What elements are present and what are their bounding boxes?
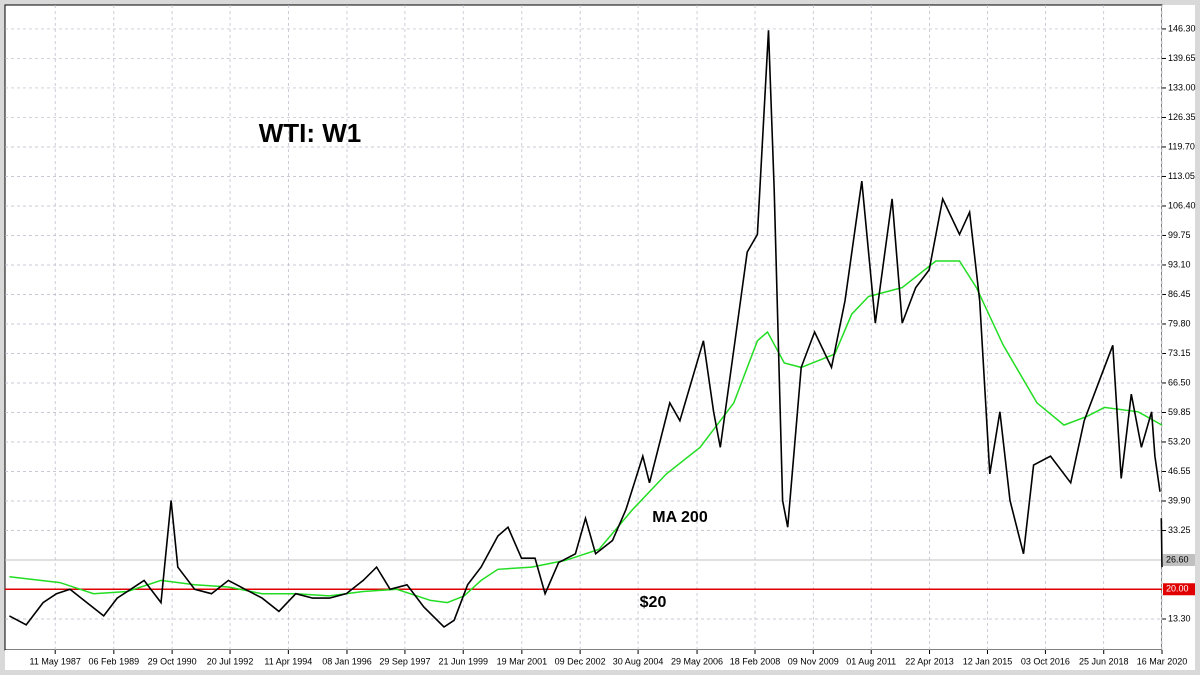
y-tick-label: 46.55 bbox=[1168, 466, 1191, 476]
series-line bbox=[9, 30, 1163, 629]
y-tick-label: 79.80 bbox=[1168, 318, 1191, 328]
x-tick-label: 29 May 2006 bbox=[671, 656, 723, 666]
y-tick-label: 39.90 bbox=[1168, 495, 1191, 505]
last-price-box bbox=[1163, 553, 1195, 566]
x-tick-label: 06 Feb 1989 bbox=[89, 656, 140, 666]
y-tick-label: 66.50 bbox=[1168, 377, 1191, 387]
y-tick-label: 139.65 bbox=[1168, 53, 1196, 63]
time-axis bbox=[5, 650, 1195, 670]
y-tick-label: 99.75 bbox=[1168, 230, 1191, 240]
x-tick-label: 25 Jun 2018 bbox=[1079, 656, 1129, 666]
price-axis bbox=[1162, 5, 1195, 650]
y-tick-label: 86.45 bbox=[1168, 289, 1191, 299]
y-tick-label: 133.00 bbox=[1168, 82, 1196, 92]
x-tick-label: 11 Apr 1994 bbox=[264, 656, 312, 666]
last-price-label: 26.60 bbox=[1166, 554, 1189, 564]
chart-title: WTI: W1 bbox=[259, 118, 362, 148]
y-tick-label: 93.10 bbox=[1168, 259, 1191, 269]
y-tick-label: 146.30 bbox=[1168, 23, 1196, 33]
x-tick-label: 29 Oct 1990 bbox=[148, 656, 197, 666]
x-tick-label: 12 Jan 2015 bbox=[963, 656, 1013, 666]
y-tick-label: 59.85 bbox=[1168, 407, 1191, 417]
x-tick-label: 09 Nov 2009 bbox=[788, 656, 839, 666]
x-tick-label: 01 Aug 2011 bbox=[846, 656, 896, 666]
annotation: $20 bbox=[640, 594, 667, 611]
x-tick-label: 18 Feb 2008 bbox=[730, 656, 781, 666]
annotation: MA 200 bbox=[652, 509, 708, 526]
y-tick-label: 119.70 bbox=[1168, 141, 1195, 151]
level-label: 20.00 bbox=[1166, 584, 1189, 594]
x-tick-label: 03 Oct 2016 bbox=[1021, 656, 1070, 666]
x-tick-label: 19 Mar 2001 bbox=[497, 656, 548, 666]
x-tick-label: 29 Sep 1997 bbox=[379, 656, 430, 666]
x-tick-label: 30 Aug 2004 bbox=[613, 656, 664, 666]
y-tick-label: 73.15 bbox=[1168, 348, 1191, 358]
y-tick-label: 113.05 bbox=[1168, 171, 1195, 181]
y-tick-label: 33.25 bbox=[1168, 525, 1191, 535]
y-tick-label: 13.30 bbox=[1168, 613, 1191, 623]
x-tick-label: 11 May 1987 bbox=[30, 656, 81, 666]
x-tick-label: 21 Jun 1999 bbox=[438, 656, 488, 666]
x-tick-label: 20 Jul 1992 bbox=[207, 656, 254, 666]
level-label-box bbox=[1163, 583, 1195, 596]
series-line bbox=[9, 260, 1163, 604]
x-tick-label: 08 Jan 1996 bbox=[322, 656, 372, 666]
y-tick-label: 106.40 bbox=[1168, 200, 1196, 210]
y-tick-label: 126.35 bbox=[1168, 112, 1196, 122]
x-tick-label: 16 Mar 2020 bbox=[1137, 656, 1188, 666]
y-tick-label: 53.20 bbox=[1168, 436, 1191, 446]
x-tick-label: 22 Apr 2013 bbox=[905, 656, 954, 666]
x-tick-label: 09 Dec 2002 bbox=[555, 656, 606, 666]
plot-area bbox=[4, 4, 1163, 651]
